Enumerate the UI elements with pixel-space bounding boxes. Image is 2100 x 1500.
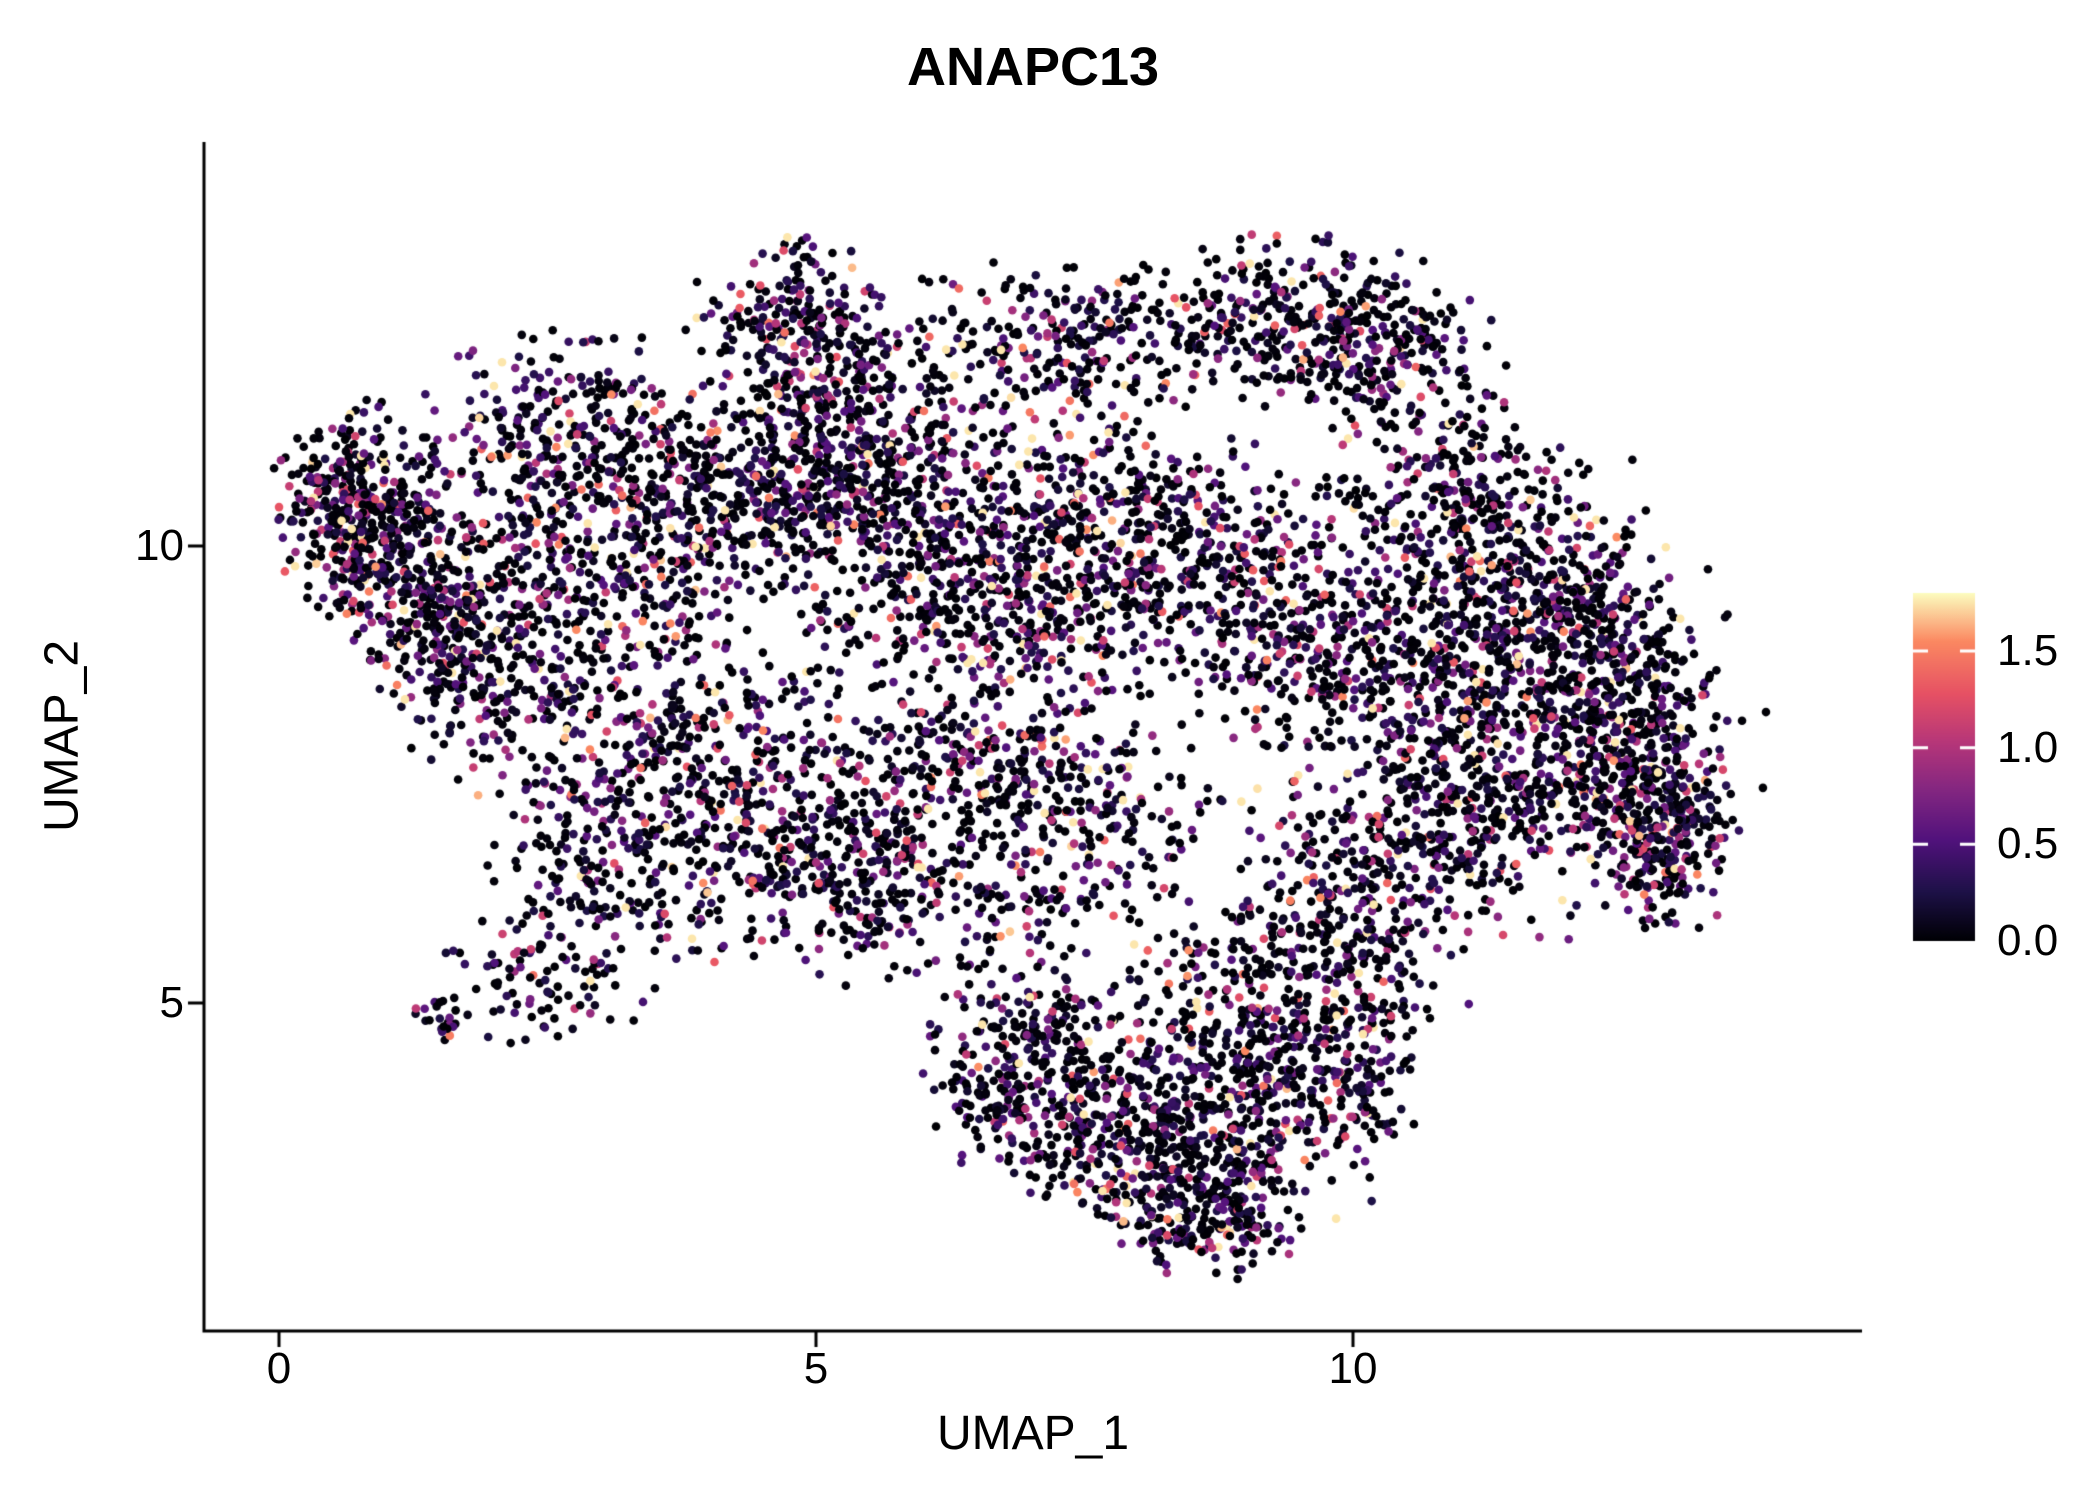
x-axis-label: UMAP_1 bbox=[936, 1407, 1130, 1460]
y-tick-label: 5 bbox=[159, 978, 184, 1027]
x-tick-label: 0 bbox=[266, 1344, 292, 1393]
colorbar-tick-label: 1.5 bbox=[1997, 626, 2059, 675]
colorbar-tick-label: 0.5 bbox=[1997, 819, 2059, 869]
colorbar-tick-label: 1.0 bbox=[1997, 722, 2059, 772]
x-tick-label: 10 bbox=[1328, 1344, 1378, 1393]
plot-title: ANAPC13 bbox=[906, 37, 1160, 97]
colorbar-tick-label: 0.0 bbox=[1997, 916, 2059, 965]
y-tick-label: 10 bbox=[135, 521, 184, 570]
y-axis-label: UMAP_2 bbox=[35, 639, 89, 833]
x-tick-label: 5 bbox=[803, 1344, 829, 1393]
